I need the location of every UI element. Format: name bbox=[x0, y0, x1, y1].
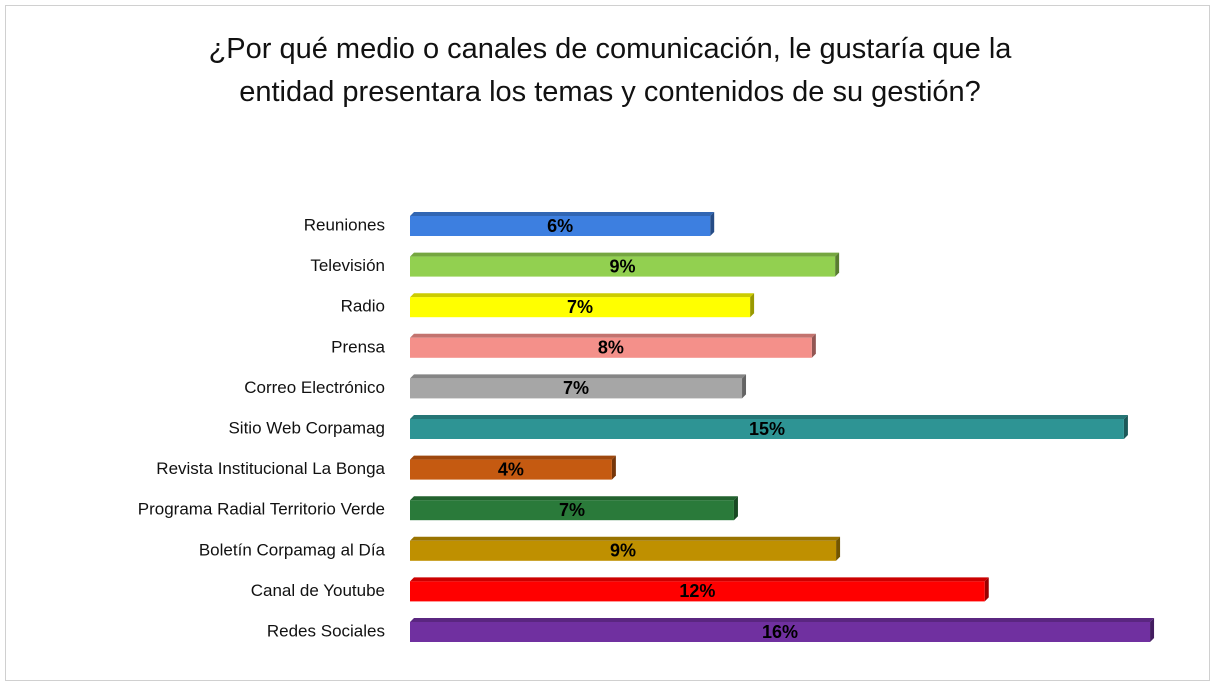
y-tick-label: Televisión bbox=[310, 256, 385, 275]
data-label: 8% bbox=[598, 338, 624, 358]
data-label: 7% bbox=[563, 378, 589, 398]
bar bbox=[410, 500, 734, 521]
y-tick-label: Revista Institucional La Bonga bbox=[156, 459, 385, 478]
data-label: 15% bbox=[749, 419, 785, 439]
bar bbox=[410, 256, 836, 277]
y-tick-label: Boletín Corpamag al Día bbox=[199, 540, 386, 559]
y-tick-label: Redes Sociales bbox=[267, 621, 385, 640]
bar-side bbox=[733, 496, 738, 521]
data-label: 9% bbox=[610, 541, 636, 561]
bar-top bbox=[410, 415, 1128, 419]
bar bbox=[410, 297, 751, 318]
y-tick-label: Prensa bbox=[331, 337, 385, 356]
bar-top bbox=[410, 374, 747, 379]
bar-top bbox=[410, 455, 616, 460]
y-tick-label: Canal de Youtube bbox=[251, 581, 385, 600]
bar bbox=[410, 216, 711, 236]
bar bbox=[410, 459, 612, 480]
bar-top bbox=[410, 252, 840, 257]
data-label: 9% bbox=[610, 256, 636, 276]
bar-side bbox=[835, 252, 840, 277]
y-tick-label: Reuniones bbox=[304, 215, 385, 234]
bar-side bbox=[750, 293, 755, 318]
chart-title: ¿Por qué medio o canales de comunicación… bbox=[208, 33, 1012, 108]
data-label: 16% bbox=[762, 622, 798, 642]
bar-top bbox=[410, 536, 841, 541]
y-tick-label: Correo Electrónico bbox=[244, 378, 385, 397]
bar bbox=[410, 419, 1124, 439]
bar-top bbox=[410, 618, 1155, 622]
data-label: 12% bbox=[679, 581, 715, 601]
bar-side bbox=[742, 374, 747, 399]
bar-top bbox=[410, 577, 989, 582]
bar bbox=[410, 622, 1151, 642]
data-label: 7% bbox=[559, 500, 585, 520]
bar bbox=[410, 378, 743, 399]
bar-side bbox=[984, 577, 989, 602]
bar bbox=[410, 581, 985, 602]
bar-top bbox=[410, 496, 738, 501]
bar bbox=[410, 337, 812, 358]
data-label: 4% bbox=[498, 459, 524, 479]
bar-side bbox=[710, 212, 715, 236]
data-label: 7% bbox=[567, 297, 593, 317]
y-tick-label: Radio bbox=[341, 297, 385, 316]
bar-top bbox=[410, 293, 755, 298]
chart-frame bbox=[5, 5, 1210, 681]
bar-side bbox=[1150, 618, 1155, 642]
data-label: 6% bbox=[547, 216, 573, 236]
y-tick-label: Sitio Web Corpamag bbox=[228, 418, 385, 437]
bar-side bbox=[811, 333, 816, 358]
y-tick-label: Programa Radial Territorio Verde bbox=[138, 500, 385, 519]
bar-top bbox=[410, 333, 816, 338]
bar-top bbox=[410, 212, 715, 216]
bar-side bbox=[611, 455, 616, 480]
bar-side bbox=[836, 536, 841, 561]
bar bbox=[410, 540, 837, 561]
bar-side bbox=[1123, 415, 1128, 439]
